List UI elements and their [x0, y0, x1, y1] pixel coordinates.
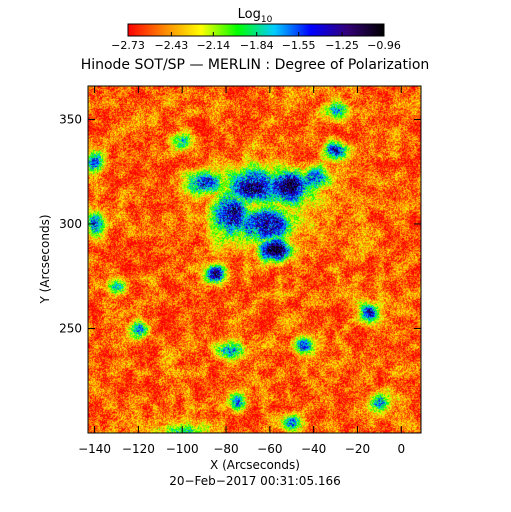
colorbar-tick-label: −2.43: [155, 39, 189, 52]
colorbar-tick-label: −2.14: [196, 39, 230, 52]
x-tick-label: −120: [122, 442, 155, 456]
timestamp: 20−Feb−2017 00:31:05.166: [169, 474, 341, 488]
colorbar: Log10 −2.73 −2.43 −2.14 −1.84 −1.55 −1.25 −0.9…: [111, 7, 401, 52]
x-axis-label: X (Arcseconds): [210, 458, 300, 472]
x-tick-label: −60: [257, 442, 282, 456]
colorbar-tick-label: −1.84: [240, 39, 274, 52]
heatmap-image: [88, 86, 421, 433]
x-axis-ticks: −140 −120 −100 −80 −60 −40 −20 0: [78, 86, 405, 456]
x-tick-label: 0: [397, 442, 405, 456]
plot-area: −140 −120 −100 −80 −60 −40 −20 0 250 300 350: [59, 85, 422, 456]
colorbar-ticks: −2.73 −2.43 −2.14 −1.84 −1.55 −1.25 −0.96: [111, 32, 401, 52]
colorbar-gradient: [127, 23, 385, 37]
chart-title: Hinode SOT/SP — MERLIN : Degree of Polar…: [81, 57, 430, 73]
colorbar-tick-label: −0.96: [367, 39, 401, 52]
y-axis-ticks: 250 300 350: [59, 112, 421, 335]
y-tick-label: 250: [59, 321, 82, 335]
colorbar-tick-label: −2.73: [111, 39, 145, 52]
plot-frame: [87, 85, 422, 434]
x-tick-label: −100: [166, 442, 199, 456]
colorbar-tick-label: −1.55: [282, 39, 316, 52]
x-tick-label: −140: [78, 442, 111, 456]
x-tick-label: −80: [213, 442, 238, 456]
y-axis-label: Y (Arcseconds): [38, 214, 52, 304]
y-tick-label: 350: [59, 112, 82, 126]
x-tick-label: −40: [301, 442, 326, 456]
y-tick-label: 300: [59, 217, 82, 231]
colorbar-label: Log10: [238, 7, 273, 25]
colorbar-tick-label: −1.25: [325, 39, 359, 52]
x-tick-label: −20: [345, 442, 370, 456]
